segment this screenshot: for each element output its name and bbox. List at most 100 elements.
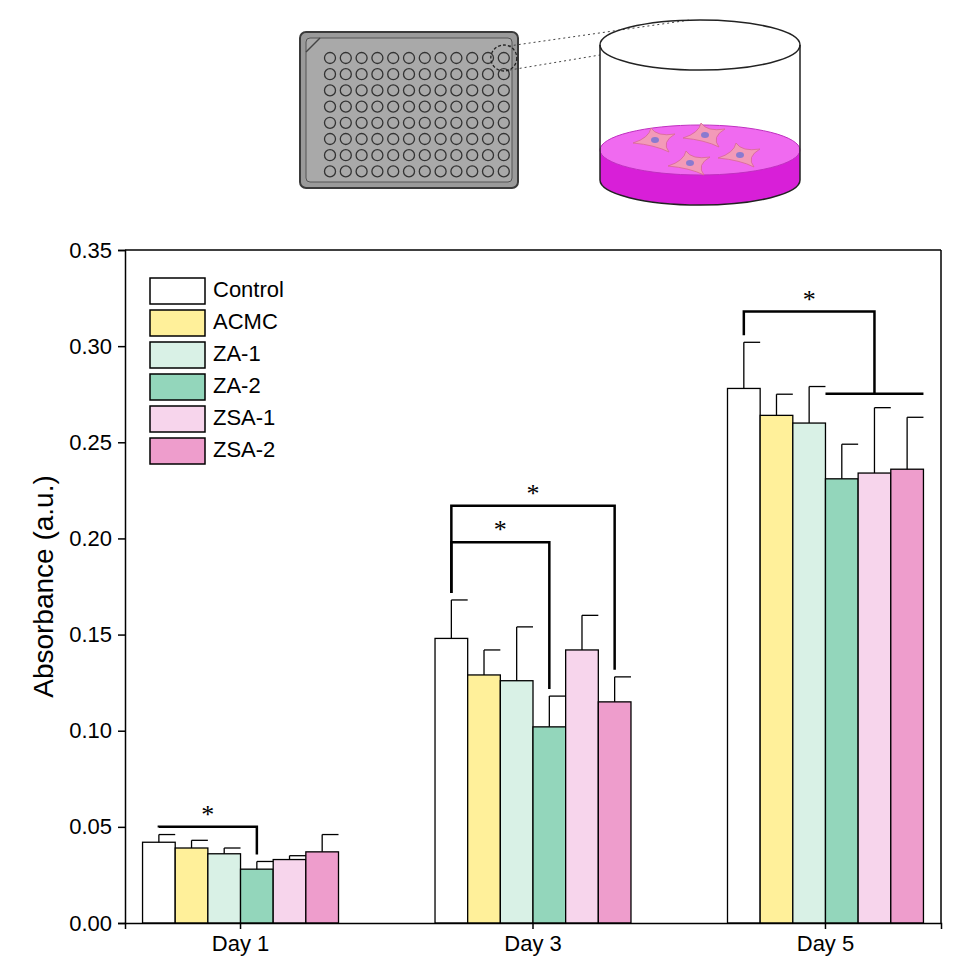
well: [435, 85, 446, 96]
frame-top: [125, 249, 941, 251]
legend-item: Control: [150, 277, 284, 304]
error-bar-cap: [874, 407, 890, 408]
error-bar-cap: [549, 695, 565, 696]
x-axis-line: [126, 924, 942, 930]
well: [356, 53, 367, 64]
error-bar-cap: [192, 840, 208, 841]
bar: [825, 479, 858, 923]
well: [325, 85, 336, 96]
well: [451, 53, 462, 64]
bar: [500, 681, 533, 923]
well-plate: [300, 32, 518, 188]
well: [340, 150, 351, 161]
error-bar: [322, 835, 338, 852]
well: [498, 101, 509, 112]
well: [467, 53, 478, 64]
illustration: [300, 20, 800, 205]
bar: [241, 869, 274, 923]
plot-area: [143, 342, 924, 923]
error-bar-cap: [582, 615, 598, 616]
y-tick: 0.25: [69, 430, 125, 455]
well: [498, 134, 509, 145]
bar: [858, 473, 891, 923]
error-bar-stem: [614, 677, 615, 702]
error-bar: [224, 848, 240, 854]
error-bar-stem: [191, 840, 192, 848]
bar: [566, 650, 599, 923]
well: [419, 69, 430, 80]
error-bar-cap: [159, 834, 175, 835]
well: [404, 150, 415, 161]
well: [435, 117, 446, 128]
x-axis: Day 1 Day 3 Day 5: [126, 923, 942, 956]
chart: 0.000.050.100.150.200.250.300.35Day 1Day…: [0, 0, 963, 972]
legend-swatch: [150, 374, 205, 400]
error-bar-stem: [451, 600, 452, 638]
error-bar: [192, 840, 208, 848]
error-bar-cap: [809, 386, 825, 387]
y-tick-mark: [118, 538, 125, 540]
well: [451, 85, 462, 96]
well: [483, 85, 494, 96]
well: [498, 53, 509, 64]
cell-nucleus: [651, 137, 659, 143]
bar: [793, 423, 826, 923]
well: [404, 53, 415, 64]
well: [404, 85, 415, 96]
error-bar: [809, 387, 825, 424]
y-tick: 0.05: [69, 814, 125, 839]
error-bar-stem: [483, 650, 484, 675]
well: [419, 53, 430, 64]
cell: [633, 128, 675, 152]
well: [325, 150, 336, 161]
well: [467, 85, 478, 96]
legend-label: Control: [213, 277, 284, 302]
well: [356, 85, 367, 96]
well: [498, 166, 509, 177]
error-bar-cap: [842, 444, 858, 445]
y-tick-mark: [118, 923, 125, 925]
well: [467, 101, 478, 112]
y-axis: 0.000.050.100.150.200.250.300.35: [69, 238, 125, 936]
y-tick: 0.15: [69, 622, 125, 647]
y-tick: 0.20: [69, 526, 125, 551]
y-tick-label: 0.00: [69, 911, 112, 936]
cell-nucleus: [701, 132, 709, 138]
well: [356, 101, 367, 112]
well: [419, 134, 430, 145]
error-bar-stem: [906, 417, 907, 469]
well: [325, 134, 336, 145]
well-plate-inner: [306, 38, 512, 182]
y-tick-mark: [118, 827, 125, 829]
error-bar: [549, 696, 565, 727]
well: [388, 53, 399, 64]
well: [435, 101, 446, 112]
well: [404, 69, 415, 80]
well: [451, 69, 462, 80]
legend-item: ACMC: [150, 309, 278, 336]
well: [325, 117, 336, 128]
error-bar-stem: [581, 615, 582, 650]
well: [467, 134, 478, 145]
bar: [175, 848, 208, 923]
error-bar-cap: [484, 649, 500, 650]
significance-label: *: [527, 479, 540, 508]
x-tick-label: Day 5: [797, 931, 854, 956]
x-tick: Day 3: [504, 923, 561, 956]
error-bar: [744, 342, 760, 388]
well: [467, 166, 478, 177]
well: [340, 53, 351, 64]
legend-label: ZSA-2: [213, 437, 275, 462]
error-bar: [257, 861, 273, 869]
bracket-line: [159, 827, 257, 855]
error-bar: [290, 856, 306, 860]
y-tick: 0.35: [69, 238, 125, 263]
error-bar-cap: [615, 676, 631, 677]
error-bar-cap: [290, 855, 306, 856]
x-tick-mark: [825, 923, 827, 929]
highlight-ring: [491, 45, 517, 71]
legend-swatch: [150, 406, 205, 432]
x-tick-label: Day 1: [212, 931, 269, 956]
well: [435, 53, 446, 64]
y-tick-label: 0.30: [69, 334, 112, 359]
